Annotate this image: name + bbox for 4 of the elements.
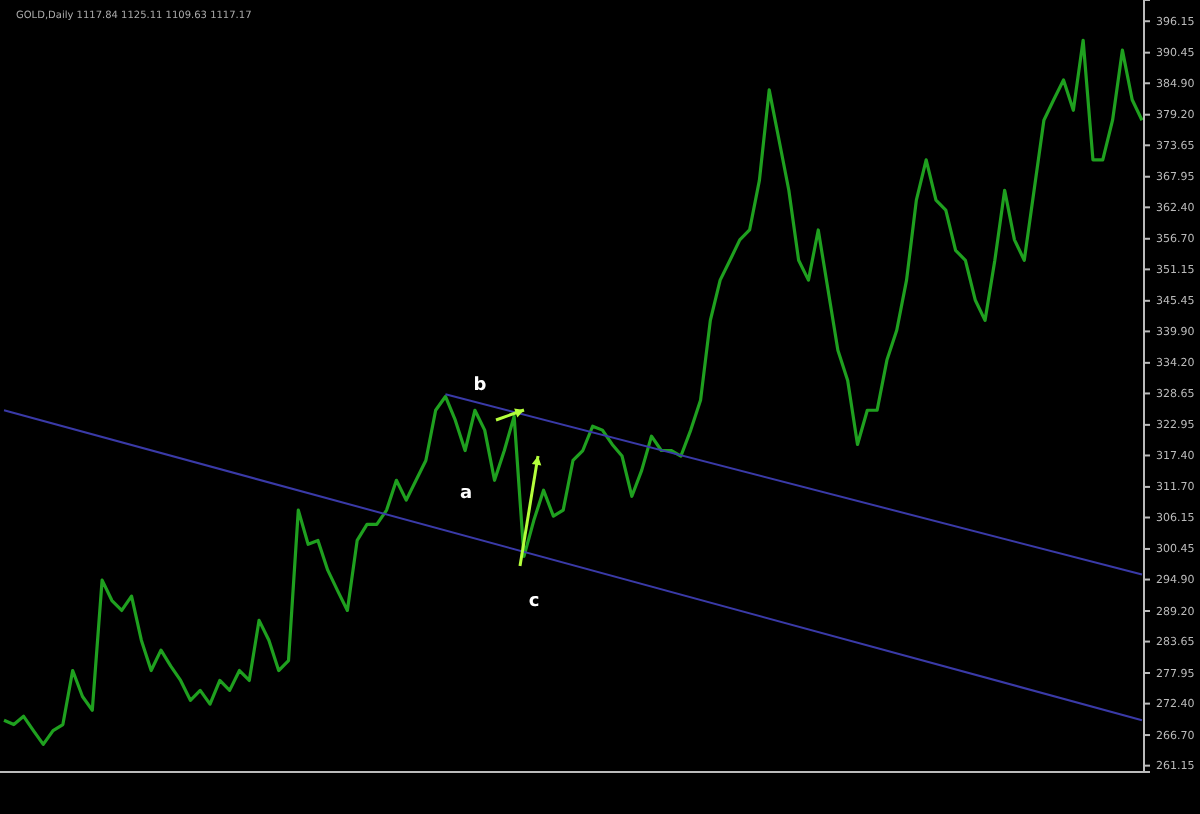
annotation: a — [459, 484, 473, 504]
line-series — [2, 38, 1144, 747]
annotation: c — [528, 592, 540, 612]
annotation: b — [473, 376, 488, 396]
